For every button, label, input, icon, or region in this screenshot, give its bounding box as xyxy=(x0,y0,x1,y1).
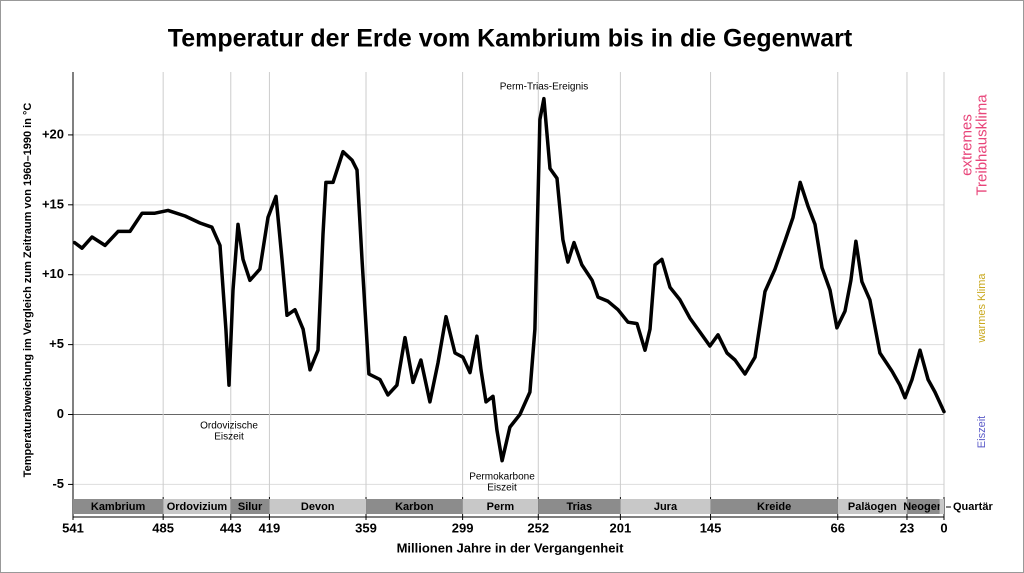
period-label: Neogen xyxy=(903,501,944,513)
period-band xyxy=(366,499,463,514)
period-label: Perm xyxy=(487,501,515,513)
period-label: Kreide xyxy=(757,501,791,513)
period-band xyxy=(462,499,539,514)
period-label: Devon xyxy=(301,501,335,513)
x-tick-label: 145 xyxy=(700,520,722,535)
period-band xyxy=(906,499,940,514)
period-label: Paläogen xyxy=(848,501,897,513)
period-band xyxy=(163,499,231,514)
x-tick-label: 201 xyxy=(610,520,632,535)
y-tick-label: +5 xyxy=(49,336,64,351)
period-label: Jura xyxy=(654,501,678,513)
period-label: Quartär xyxy=(953,501,993,513)
x-tick-label: 541 xyxy=(62,520,84,535)
period-band xyxy=(939,499,944,514)
x-tick-label: 485 xyxy=(152,520,174,535)
chart-title: Temperatur der Erde vom Kambrium bis in … xyxy=(168,25,853,53)
y-tick-label: 0 xyxy=(57,406,64,421)
period-band xyxy=(538,499,621,514)
period-band xyxy=(269,499,367,514)
temperature-line xyxy=(72,96,946,463)
period-band xyxy=(620,499,711,514)
y-axis-label: Temperaturabweichung im Vergleich zum Ze… xyxy=(22,103,34,478)
y-tick-label: +10 xyxy=(42,266,64,281)
period-label: Trias xyxy=(566,501,592,513)
annotation: Ordovizische xyxy=(200,421,258,432)
period-band xyxy=(73,499,164,514)
x-tick-label: 419 xyxy=(259,520,281,535)
annotation: Permokarbone xyxy=(469,472,535,483)
x-tick-label: 252 xyxy=(527,520,549,535)
period-band xyxy=(837,499,907,514)
period-label: Silur xyxy=(238,501,263,513)
y-tick-label: +15 xyxy=(42,196,64,211)
period-label: Kambrium xyxy=(91,501,146,513)
period-band xyxy=(710,499,838,514)
climate-label: Eiszeit xyxy=(976,416,988,448)
y-tick-label: +20 xyxy=(42,126,64,141)
period-band xyxy=(230,499,270,514)
x-tick-label: 66 xyxy=(831,520,845,535)
climate-label: extremes xyxy=(958,114,975,176)
y-tick-label: -5 xyxy=(52,476,64,491)
annotation: Perm-Trias-Ereignis xyxy=(500,82,589,93)
x-axis-label: Millionen Jahre in der Vergangenheit xyxy=(397,540,624,555)
annotation: Eiszeit xyxy=(214,432,244,443)
climate-label: Treibhausklima xyxy=(973,94,990,196)
x-tick-label: 359 xyxy=(355,520,377,535)
period-label: Karbon xyxy=(395,501,434,513)
x-tick-label: 0 xyxy=(940,520,947,535)
x-tick-label: 299 xyxy=(452,520,474,535)
period-label: Ordovizium xyxy=(167,501,228,513)
x-tick-label: 23 xyxy=(900,520,914,535)
x-tick-label: 443 xyxy=(220,520,242,535)
climate-label: warmes Klima xyxy=(976,273,988,344)
annotation: Eiszeit xyxy=(487,483,517,494)
